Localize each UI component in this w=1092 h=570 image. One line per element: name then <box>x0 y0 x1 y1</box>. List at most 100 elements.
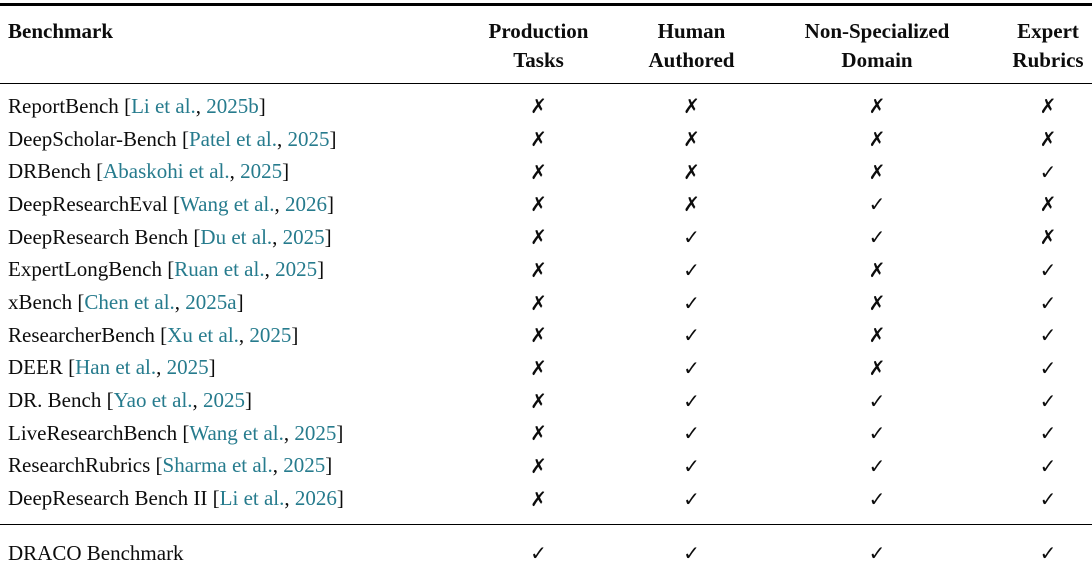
table-header-row: Benchmark Production Tasks Human Authore… <box>0 6 1092 83</box>
cross-mark-icon: ✗ <box>868 257 886 282</box>
check-mark-icon: ✓ <box>683 486 700 511</box>
table-row: DEER [Han et al., 2025] ✗ ✓ ✗ ✓ <box>0 352 1092 385</box>
citation-author-link[interactable]: Abaskohi et al. <box>103 159 230 184</box>
column-header-label: Production <box>488 18 589 43</box>
citation-author-link[interactable]: Patel et al. <box>188 126 277 151</box>
citation-year-link[interactable]: 2025a <box>185 290 237 315</box>
citation-year-link[interactable]: 2025 <box>283 453 326 478</box>
citation-bracket-close: ] <box>282 159 290 184</box>
column-header-expert-rubrics: Expert Rubrics <box>986 17 1092 75</box>
citation-author-link[interactable]: Wang et al. <box>189 420 284 445</box>
citation-bracket-open: [ <box>160 322 168 347</box>
check-mark-icon: ✓ <box>1039 421 1057 446</box>
table-row: DeepResearch Bench [Du et al., 2025] ✗ ✓ ✓… <box>0 221 1092 254</box>
cross-mark-icon: ✗ <box>530 421 547 446</box>
benchmark-name-cell: DR. Bench [Yao et al., 2025] <box>0 388 462 413</box>
citation-year-link[interactable]: 2025 <box>240 159 283 184</box>
citation-author-link[interactable]: Du et al. <box>200 224 273 249</box>
citation-separator: , <box>174 290 186 315</box>
citation-author-link[interactable]: Yao et al. <box>113 388 193 413</box>
check-mark-icon: ✓ <box>683 323 700 348</box>
summary-separator-rule <box>0 524 1092 526</box>
citation-bracket-open: [ <box>181 126 189 151</box>
citation-bracket-close: ] <box>245 388 253 413</box>
citation-year-link[interactable]: 2025 <box>166 355 209 380</box>
table-top-rule <box>0 3 1092 6</box>
column-header-label: Rubrics <box>1012 47 1084 72</box>
citation-year-link[interactable]: 2025 <box>294 420 337 445</box>
column-header-label: Expert <box>1017 18 1079 43</box>
cross-mark-icon: ✗ <box>868 355 886 380</box>
benchmark-name: LiveResearchBench <box>8 420 178 445</box>
benchmark-name: xBench <box>8 290 73 315</box>
table-row: DeepResearch Bench II [Li et al., 2026] … <box>0 482 1092 515</box>
cross-mark-icon: ✗ <box>683 94 700 119</box>
citation-year-link[interactable]: 2025 <box>249 322 292 347</box>
citation-bracket-open: [ <box>182 420 190 445</box>
citation-year-link[interactable]: 2025 <box>282 224 325 249</box>
citation-bracket-open: [ <box>106 388 114 413</box>
column-header-label: Human <box>657 18 726 43</box>
citation-author-link[interactable]: Wang et al. <box>180 191 275 216</box>
check-mark-icon: ✓ <box>1039 323 1057 348</box>
citation-year-link[interactable]: 2025 <box>287 126 330 151</box>
check-mark-icon: ✓ <box>1039 486 1057 511</box>
check-mark-icon: ✓ <box>868 225 886 250</box>
header-separator-rule <box>0 82 1092 85</box>
citation-bracket-open: [ <box>167 257 175 282</box>
benchmark-name: DEER <box>8 355 63 380</box>
check-mark-icon: ✓ <box>1039 541 1057 566</box>
citation-author-link[interactable]: Ruan et al. <box>174 257 265 282</box>
summary-row: DRACO Benchmark ✓ ✓ ✓ ✓ <box>0 525 1092 570</box>
citation-separator: , <box>192 388 204 413</box>
citation-author-link[interactable]: Li et al. <box>219 486 285 511</box>
check-mark-icon: ✓ <box>683 541 700 566</box>
citation-year-link[interactable]: 2025 <box>203 388 246 413</box>
citation-author-link[interactable]: Chen et al. <box>84 290 175 315</box>
citation-year-link[interactable]: 2026 <box>285 191 328 216</box>
cross-mark-icon: ✗ <box>530 94 547 119</box>
check-mark-icon: ✓ <box>530 541 547 566</box>
benchmark-name: DRACO Benchmark <box>8 540 184 565</box>
citation-bracket-close: ] <box>327 191 335 216</box>
benchmark-name: ExpertLongBench <box>8 257 162 282</box>
table-row: ExpertLongBench [Ruan et al., 2025] ✗ ✓ ✗ ✓ <box>0 254 1092 287</box>
benchmark-name-cell: DeepResearchEval [Wang et al., 2026] <box>0 192 462 217</box>
citation-bracket-close: ] <box>208 355 216 380</box>
benchmark-name: DRBench <box>8 159 91 184</box>
citation-year-link[interactable]: 2025b <box>206 93 259 118</box>
citation-year-link[interactable]: 2026 <box>294 486 337 511</box>
benchmark-name-cell: LiveResearchBench [Wang et al., 2025] <box>0 421 462 446</box>
citation-year-link[interactable]: 2025 <box>275 257 318 282</box>
check-mark-icon: ✓ <box>683 290 700 315</box>
check-mark-icon: ✓ <box>683 355 700 380</box>
check-mark-icon: ✓ <box>683 225 700 250</box>
table-row: DRBench [Abaskohi et al., 2025] ✗ ✗ ✗ ✓ <box>0 155 1092 188</box>
column-header-label: Domain <box>841 47 913 72</box>
citation-author-link[interactable]: Sharma et al. <box>162 453 273 478</box>
table-body: ReportBench [ Li et al., 2025b] ✗ ✗ ✗ ✗ Deep… <box>0 84 1092 515</box>
benchmark-name-cell: DRBench [Abaskohi et al., 2025] <box>0 159 462 184</box>
benchmark-name-cell: DEER [Han et al., 2025] <box>0 355 462 380</box>
benchmark-name: ReportBench <box>8 93 119 118</box>
citation-bracket-close: ] <box>325 453 333 478</box>
citation-author-link[interactable]: Li et al. <box>131 93 196 118</box>
table-row: ResearchRubrics [Sharma et al., 2025] ✗ ✓… <box>0 450 1092 483</box>
citation-separator: , <box>264 257 276 282</box>
citation-bracket-open: [ <box>155 453 163 478</box>
benchmark-name-cell: DeepResearch Bench [Du et al., 2025] <box>0 225 462 250</box>
benchmark-name-cell: DeepScholar-Bench [Patel et al., 2025] <box>0 127 462 152</box>
column-header-benchmark: Benchmark <box>0 17 462 75</box>
table-row: xBench [Chen et al., 2025a] ✗ ✓ ✗ ✓ <box>0 286 1092 319</box>
column-header-label: Non-Specialized <box>804 18 950 43</box>
citation-separator: , <box>272 224 283 249</box>
cross-mark-icon: ✗ <box>530 127 547 152</box>
cross-mark-icon: ✗ <box>1039 225 1057 250</box>
citation-bracket-close: ] <box>329 126 337 151</box>
citation-author-link[interactable]: Han et al. <box>75 355 157 380</box>
cross-mark-icon: ✗ <box>683 127 700 152</box>
citation-author-link[interactable]: Xu et al. <box>167 322 239 347</box>
cross-mark-icon: ✗ <box>530 192 547 217</box>
citation-separator: , <box>277 126 288 151</box>
check-mark-icon: ✓ <box>1039 257 1057 282</box>
